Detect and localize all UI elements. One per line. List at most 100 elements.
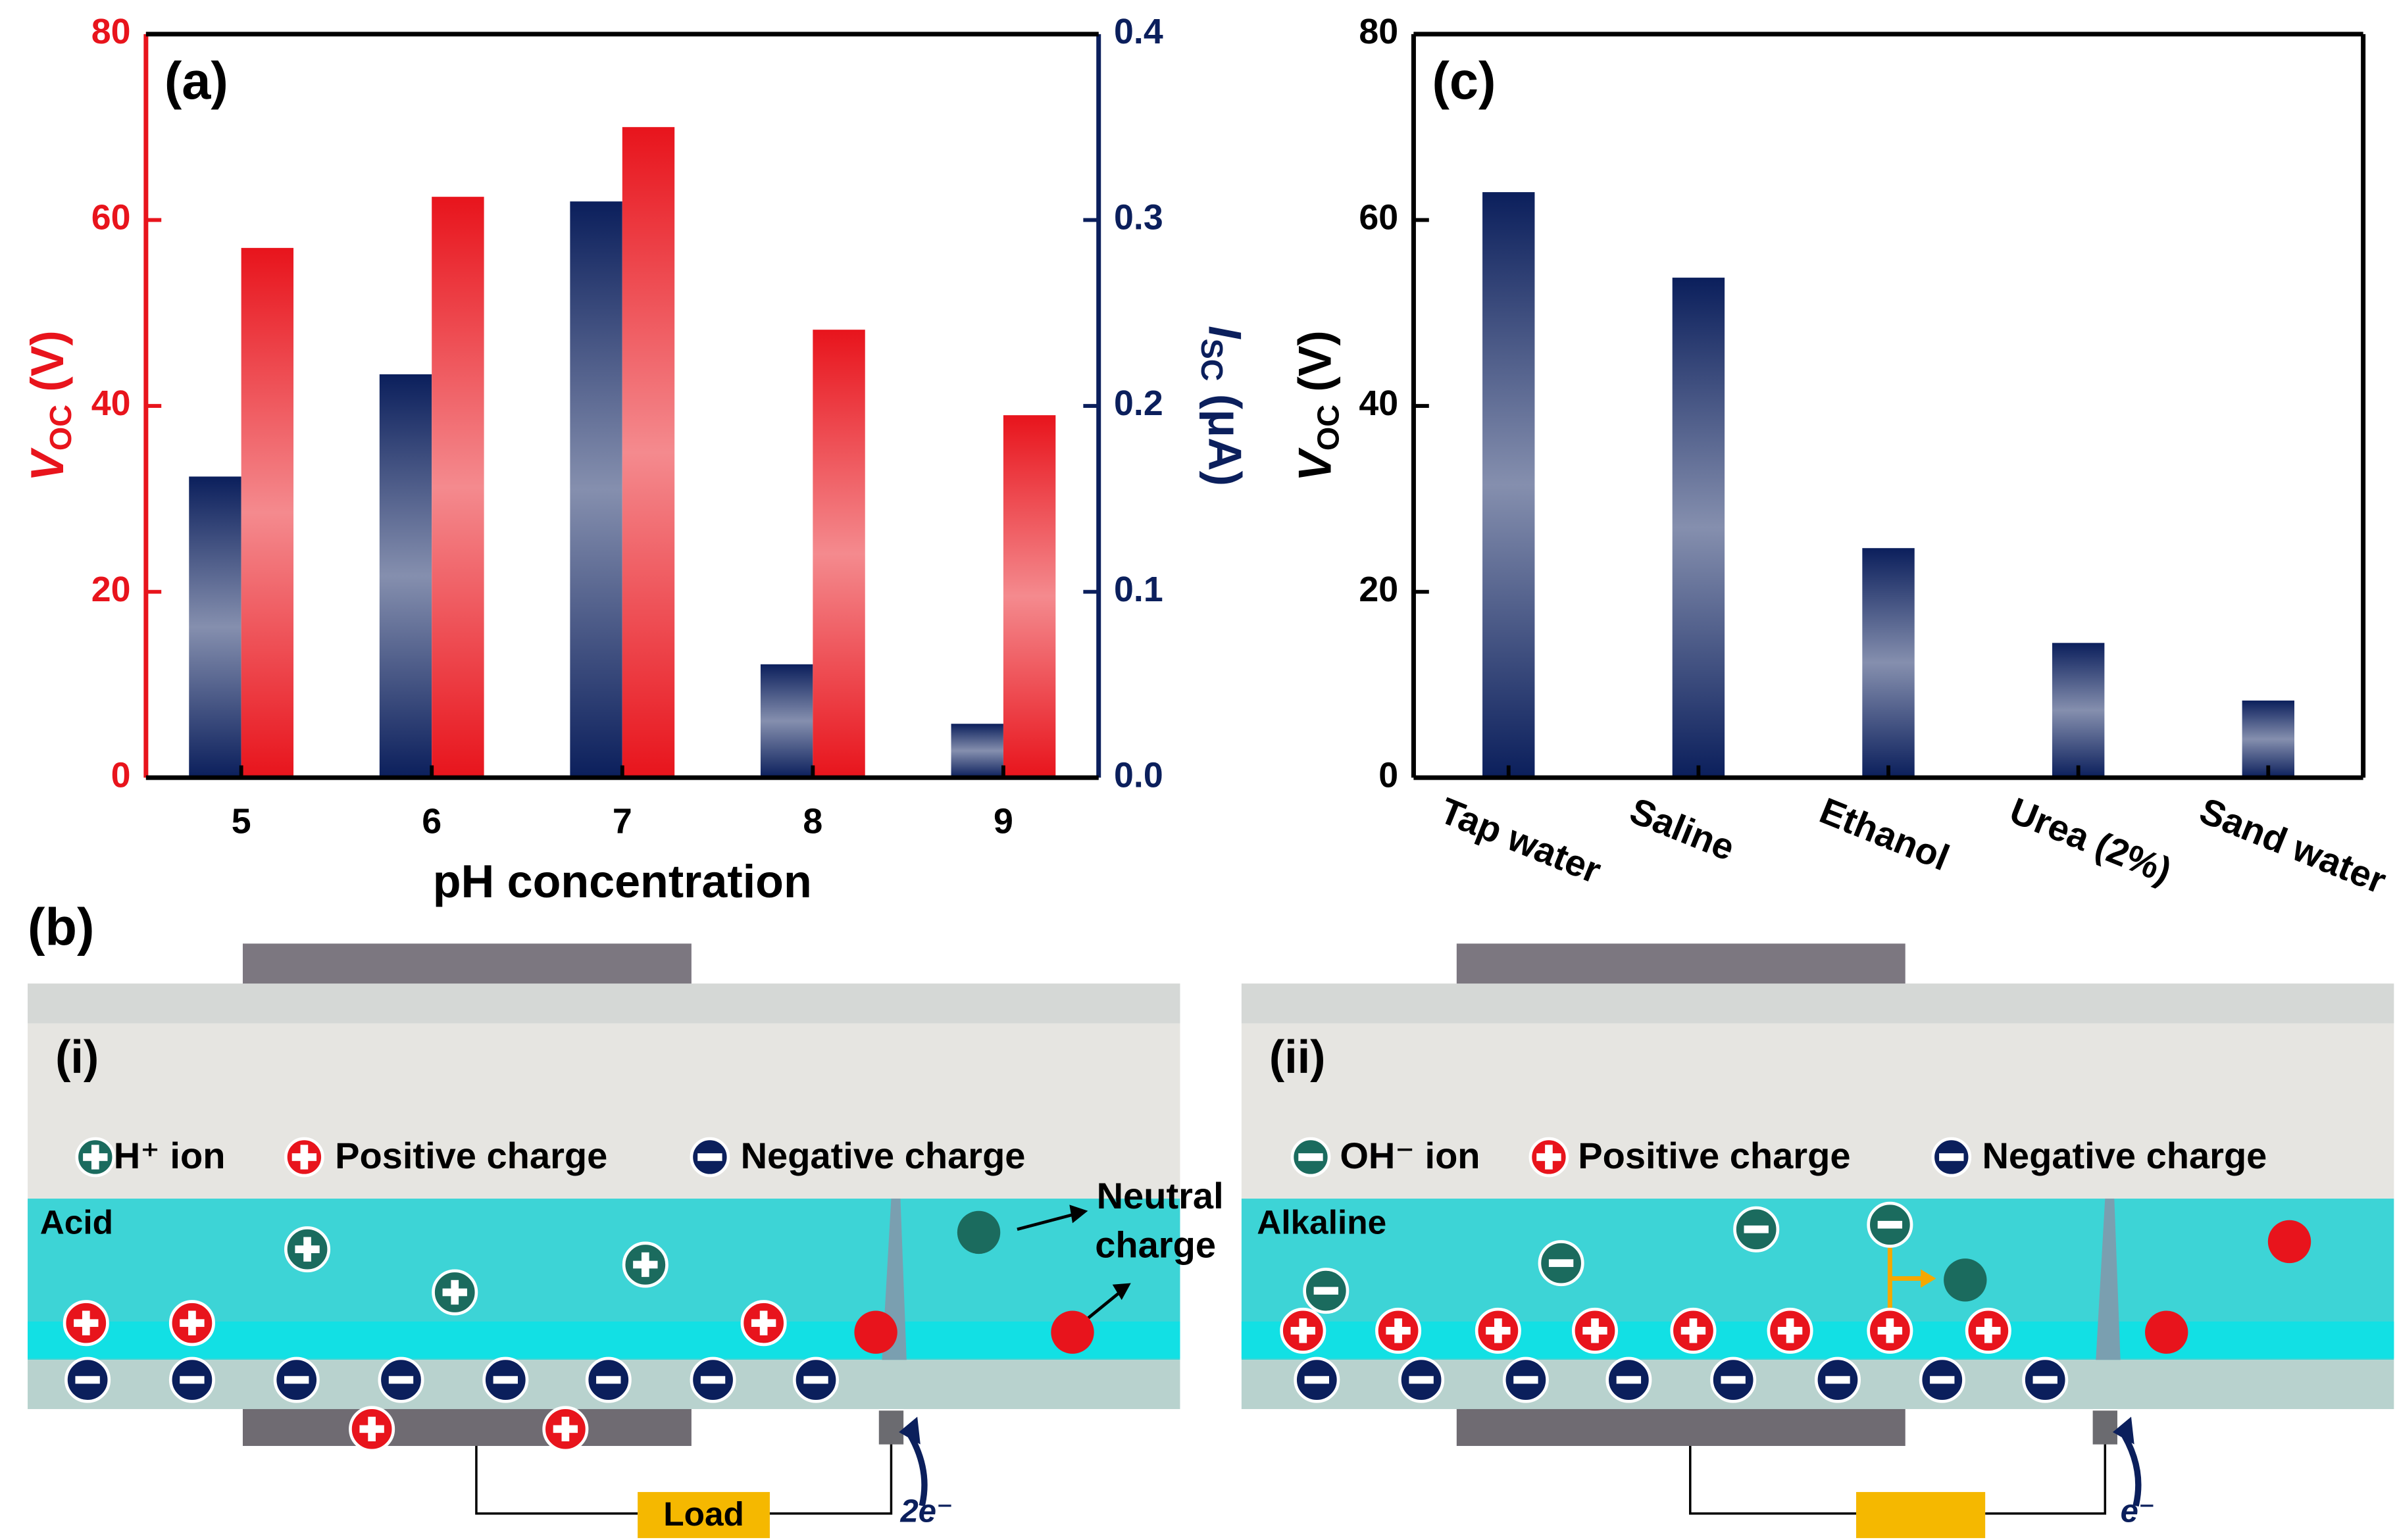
bar <box>189 476 241 778</box>
x-axis-title: pH concentration <box>433 856 812 907</box>
ion <box>432 1269 478 1316</box>
negative-charge <box>1814 1356 1861 1403</box>
legend-text: Positive charge <box>335 1135 607 1176</box>
positive-charge <box>168 1300 215 1347</box>
y2-tick-label: 0.4 <box>1114 12 1163 51</box>
positive-charge <box>1965 1307 2011 1354</box>
negative-charge <box>1294 1356 1340 1403</box>
neutral-charge <box>1051 1310 1094 1354</box>
x-tick-label: Saline <box>1625 789 1741 868</box>
y-tick-label: 60 <box>1359 198 1398 237</box>
chart: (a) 0 20 40 60 80 0.0 0.1 0.2 0.3 0.4 5 6 7 8 9 pH conce… <box>22 12 1251 907</box>
negative-charge <box>1919 1356 1965 1403</box>
neutral-label: charge <box>1095 1224 1216 1266</box>
axis-title: ISC (μA) <box>1195 326 1251 486</box>
neutral-charge <box>2267 1220 2311 1264</box>
device-ii <box>1241 943 2394 1539</box>
panel-label: (b) <box>28 898 94 956</box>
y2-tick-label: 0.3 <box>1114 198 1163 237</box>
negative-charge <box>2022 1356 2069 1403</box>
positive-charge <box>63 1300 109 1347</box>
electron-label: 2e⁻ <box>899 1494 953 1529</box>
legend-text: Negative charge <box>741 1135 1026 1176</box>
axis-title-part: I <box>1199 326 1251 339</box>
x-tick-label: 6 <box>422 801 442 841</box>
bar <box>1672 278 1725 778</box>
bar <box>2052 643 2105 778</box>
negative-charge <box>585 1356 632 1403</box>
negative-charge <box>690 1356 736 1403</box>
negative-charge <box>1931 1137 1972 1178</box>
negative-charge <box>168 1356 215 1403</box>
bar <box>813 330 865 778</box>
ion <box>1303 1268 1350 1314</box>
bar <box>570 201 622 778</box>
y-tick-label: 0 <box>111 755 131 795</box>
positive-charge <box>1475 1307 1521 1354</box>
panel-label: (i) <box>55 1031 99 1082</box>
load-label: Load <box>663 1495 744 1533</box>
y-tick-label: 0 <box>1378 755 1398 795</box>
axis-title-part: OC <box>1311 405 1346 451</box>
x-tick-label: 9 <box>994 801 1013 841</box>
bar <box>1482 192 1535 778</box>
panel-label: (ii) <box>1269 1031 1326 1082</box>
negative-charge <box>378 1356 424 1403</box>
positive-charge <box>1280 1307 1326 1354</box>
axis-title: VOC (V) <box>22 330 78 482</box>
bar <box>432 197 484 778</box>
positive-charge <box>740 1300 787 1347</box>
neutral-charge <box>957 1210 1001 1254</box>
ion <box>622 1241 669 1288</box>
ion <box>284 1226 331 1273</box>
charges <box>63 1137 2311 1453</box>
positive-charge <box>1867 1307 1913 1354</box>
neutral-label: Neutral <box>1097 1175 1224 1216</box>
bar <box>241 247 294 778</box>
y-tick-label: 80 <box>1359 12 1398 51</box>
bar <box>622 127 675 778</box>
y-tick-label: 60 <box>91 198 131 237</box>
negative-charge <box>1398 1356 1445 1403</box>
x-tick-label: Urea (2%) <box>2004 789 2177 891</box>
bar <box>951 724 1003 778</box>
neutral-charge <box>1944 1258 1987 1302</box>
axis-title-part: (μA) <box>1199 381 1251 486</box>
ion <box>1733 1206 1780 1253</box>
x-tick-label: 5 <box>232 801 251 841</box>
negative-charge <box>64 1356 111 1403</box>
medium-label: Acid <box>40 1203 113 1241</box>
positive-charge <box>1571 1307 1619 1354</box>
ion <box>1538 1240 1584 1287</box>
positive-charge <box>1767 1307 1813 1354</box>
y-tick-label: 40 <box>1359 384 1398 423</box>
positive-charge <box>1670 1307 1717 1354</box>
chart: (c) 0 20 40 60 80 Tap water Saline Ethanol Urea (… <box>1289 12 2392 901</box>
x-tick-label: 8 <box>803 801 822 841</box>
y-tick-label: 40 <box>91 384 131 423</box>
neutral-charge <box>2145 1310 2188 1354</box>
negative-charge <box>273 1356 320 1403</box>
y-tick-label: 80 <box>91 12 131 51</box>
ion <box>1290 1137 1331 1178</box>
panel-label: (c) <box>1432 51 1496 110</box>
x-tick-label: Tap water <box>1434 789 1607 891</box>
x-tick-label: 7 <box>613 801 632 841</box>
ion <box>75 1137 116 1178</box>
medium-label: Alkaline <box>1257 1203 1386 1241</box>
charts: (a) 0 20 40 60 80 0.0 0.1 0.2 0.3 0.4 5 6 7 8 9 pH conce… <box>22 12 2392 907</box>
axis-title-part: SC <box>1195 339 1229 382</box>
x-tick-label: Ethanol <box>1814 789 1955 878</box>
bar <box>1862 548 1915 778</box>
legend-text: Negative charge <box>1982 1135 2267 1176</box>
electron-label: e⁻ <box>2121 1494 2156 1529</box>
legend-text: Positive charge <box>1578 1135 1850 1176</box>
positive-charge <box>349 1406 395 1453</box>
negative-charge <box>1605 1356 1652 1403</box>
positive-charge <box>1375 1307 1422 1354</box>
positive-charge <box>542 1406 589 1453</box>
neutral-charge <box>854 1310 897 1354</box>
axis-title: VOC (V) <box>1289 330 1346 482</box>
negative-charge <box>1710 1356 1757 1403</box>
negative-charge <box>1502 1356 1549 1403</box>
